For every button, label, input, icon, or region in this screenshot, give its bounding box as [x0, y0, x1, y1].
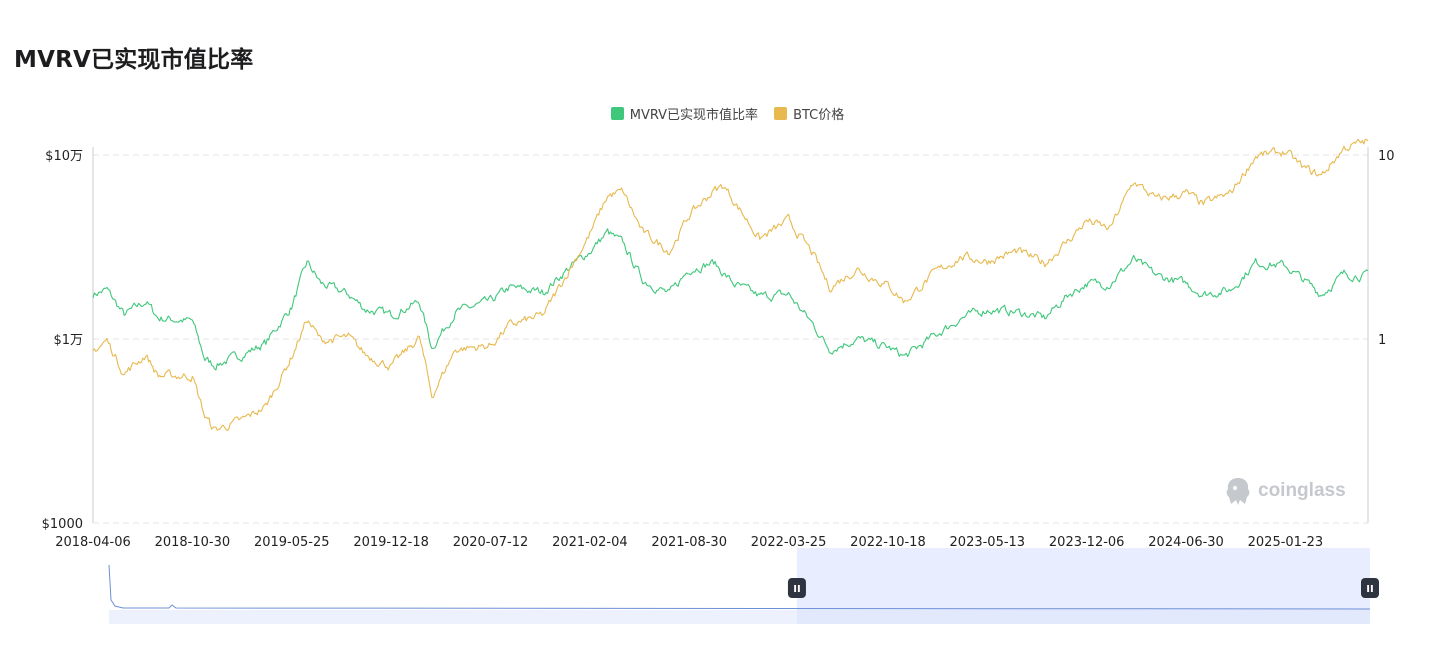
chart-legend: MVRV已实现市值比率 BTC价格 [0, 104, 1455, 123]
btc-price-series-line [92, 138, 1369, 432]
legend-label-btc-price: BTC价格 [793, 108, 845, 123]
x-tick-label: 2020-07-12 [453, 535, 529, 550]
legend-item-mvrv[interactable]: MVRV已实现市值比率 [610, 104, 759, 123]
left-tick-label: $1万 [53, 333, 83, 348]
x-tick-label: 2021-02-04 [552, 535, 628, 550]
x-tick-label: 2025-01-23 [1248, 535, 1324, 550]
mvrv-series-line [92, 228, 1369, 371]
right-tick-label: 10 [1378, 149, 1395, 164]
x-tick-label: 2018-04-06 [55, 535, 131, 550]
coinglass-watermark: coinglass [1224, 476, 1346, 506]
x-tick-label: 2023-05-13 [950, 535, 1026, 550]
navigator-handle-right-grip-icon: II [1366, 584, 1373, 595]
x-tick-label: 2019-05-25 [254, 535, 330, 550]
right-tick-label: 1 [1378, 333, 1386, 348]
coinglass-logo-icon [1226, 478, 1250, 505]
x-tick-label: 2024-06-30 [1148, 535, 1224, 550]
navigator-sparkline [108, 564, 1371, 610]
left-tick-label: $1000 [42, 517, 83, 532]
legend-swatch-mvrv [610, 107, 624, 120]
navigator-area-fill [109, 610, 1370, 624]
x-tick-label: 2023-12-06 [1049, 535, 1125, 550]
navigator-handle-right[interactable] [1361, 578, 1379, 598]
page-title: MVRV已实现市值比率 [14, 47, 254, 73]
x-tick-label: 2022-10-18 [850, 535, 926, 550]
x-tick-label: 2022-03-25 [751, 535, 827, 550]
x-tick-label: 2019-12-18 [353, 535, 429, 550]
left-tick-label: $10万 [45, 149, 83, 164]
navigator-handle-left[interactable] [787, 578, 806, 598]
legend-label-mvrv: MVRV已实现市值比率 [629, 108, 759, 123]
legend-item-btc-price[interactable]: BTC价格 [774, 104, 844, 123]
x-tick-label: 2021-08-30 [651, 535, 727, 550]
navigator-handle-left-grip-icon: II [793, 584, 800, 595]
legend-swatch-btc-price [774, 107, 788, 120]
watermark-text: coinglass [1258, 480, 1346, 501]
x-tick-label: 2018-10-30 [155, 535, 231, 550]
